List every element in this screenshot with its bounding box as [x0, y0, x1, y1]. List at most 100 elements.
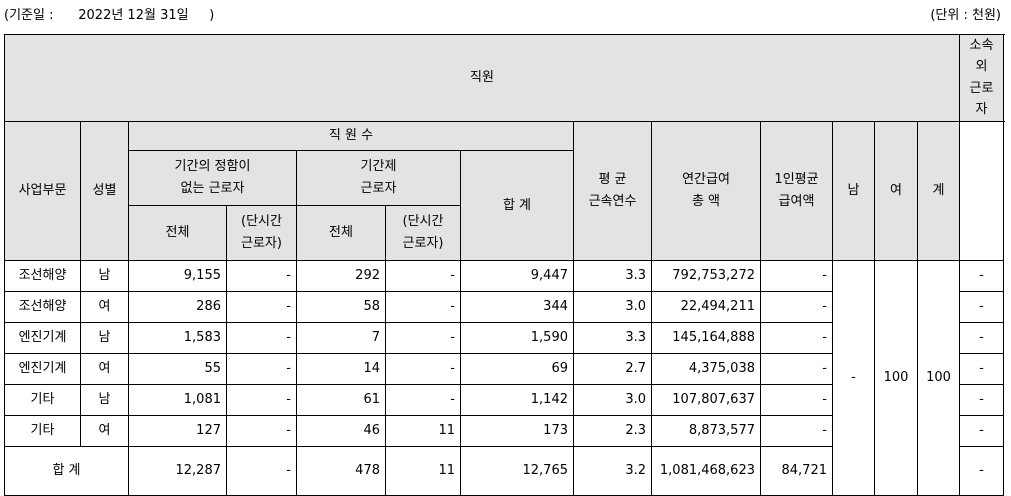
- employee-status-table: 직원 소속 외 근로자 비고 사업부문 성별 직 원 수 평 균 근속연수 연간…: [3, 34, 1005, 496]
- headcount-header: 직 원 수: [128, 120, 574, 151]
- gender-cell: 남: [80, 321, 129, 354]
- division-cell: 엔진기계: [4, 321, 81, 354]
- avg-pay-header: 1인평균 급여액: [760, 120, 833, 261]
- pay-cell: 22,494,211: [651, 290, 761, 323]
- gender-cell: 남: [80, 259, 129, 292]
- remark-cell: -: [959, 352, 1005, 385]
- regular-header: 기간의 정함이 없는 근로자: [128, 149, 297, 206]
- regular-cell: 1,081: [128, 383, 227, 416]
- contract-total-cell: 478: [296, 445, 386, 496]
- contract-cell: 61: [296, 383, 386, 416]
- tenure-cell: 3.3: [573, 321, 652, 354]
- division-cell: 조선해양: [4, 290, 81, 323]
- contract-cell: 292: [296, 259, 386, 292]
- total-cell: 344: [460, 290, 574, 323]
- regular-cell: 9,155: [128, 259, 227, 292]
- total-cell: 173: [460, 414, 574, 447]
- contract-part-header: (단시간 근로자): [385, 204, 461, 261]
- total-cell: 1,142: [460, 383, 574, 416]
- table-row: 조선해양 남 9,155 - 292 - 9,447 3.3 792,753,2…: [4, 259, 1005, 496]
- outsourced-male-header: 남: [832, 120, 875, 261]
- contract-header: 기간제 근로자: [296, 149, 461, 206]
- gender-cell: 남: [80, 383, 129, 416]
- avg-tenure-header: 평 균 근속연수: [573, 120, 652, 261]
- tenure-total-cell: 3.2: [573, 445, 652, 496]
- regular-part-total-cell: -: [226, 445, 297, 496]
- regular-part-cell: -: [226, 383, 297, 416]
- gender-header: 성별: [80, 120, 129, 261]
- outsourced-male-cell: -: [832, 259, 875, 496]
- avg-pay-cell: -: [760, 321, 833, 354]
- division-cell: 엔진기계: [4, 352, 81, 385]
- regular-all-header: 전체: [128, 204, 227, 261]
- contract-part-cell: -: [385, 321, 461, 354]
- remark-cell: -: [959, 290, 1005, 323]
- contract-part-cell: 11: [385, 414, 461, 447]
- remark-total-cell: -: [959, 445, 1005, 496]
- regular-cell: 55: [128, 352, 227, 385]
- total-header: 합 계: [460, 149, 574, 261]
- gender-cell: 여: [80, 290, 129, 323]
- gender-cell: 여: [80, 414, 129, 447]
- total-cell: 9,447: [460, 259, 574, 292]
- pay-cell: 4,375,038: [651, 352, 761, 385]
- division-header: 사업부문: [4, 120, 81, 261]
- contract-part-cell: -: [385, 259, 461, 292]
- regular-part-header: (단시간 근로자): [226, 204, 297, 261]
- grand-total-cell: 12,765: [460, 445, 574, 496]
- regular-part-cell: -: [226, 321, 297, 354]
- gender-cell: 여: [80, 352, 129, 385]
- outsourced-sum-cell: 100: [916, 259, 961, 496]
- total-cell: 1,590: [460, 321, 574, 354]
- division-cell: 기타: [4, 414, 81, 447]
- contract-cell: 58: [296, 290, 386, 323]
- regular-cell: 127: [128, 414, 227, 447]
- avg-pay-cell: -: [760, 414, 833, 447]
- regular-cell: 286: [128, 290, 227, 323]
- pay-cell: 792,753,272: [651, 259, 761, 292]
- remark-cell: -: [959, 259, 1005, 292]
- outsourced-female-header: 여: [874, 120, 918, 261]
- pay-cell: 107,807,637: [651, 383, 761, 416]
- contract-part-total-cell: 11: [385, 445, 461, 496]
- table-row: 엔진기계 여 55 - 14 - 69 2.7 4,375,038 - -: [4, 352, 1005, 385]
- regular-part-cell: -: [226, 290, 297, 323]
- contract-cell: 14: [296, 352, 386, 385]
- total-cell: 69: [460, 352, 574, 385]
- pay-cell: 145,164,888: [651, 321, 761, 354]
- regular-cell: 1,583: [128, 321, 227, 354]
- avg-pay-cell: -: [760, 352, 833, 385]
- avg-pay-cell: -: [760, 290, 833, 323]
- contract-all-header: 전체: [296, 204, 386, 261]
- remark-cell: -: [959, 383, 1005, 416]
- tenure-cell: 3.0: [573, 383, 652, 416]
- remark-cell: -: [959, 321, 1005, 354]
- tenure-cell: 2.3: [573, 414, 652, 447]
- outsourced-sum-header: 계: [916, 120, 961, 261]
- regular-part-cell: -: [226, 352, 297, 385]
- annual-pay-header: 연간급여 총 액: [651, 120, 761, 261]
- tenure-cell: 3.3: [573, 259, 652, 292]
- totals-label: 합 계: [4, 445, 129, 496]
- avg-pay-cell: -: [760, 383, 833, 416]
- division-cell: 조선해양: [4, 259, 81, 292]
- outsourced-header: 소속 외 근로자: [959, 34, 1005, 122]
- pay-total-cell: 1,081,468,623: [651, 445, 761, 496]
- contract-part-cell: -: [385, 383, 461, 416]
- outsourced-female-cell: 100: [874, 259, 918, 496]
- avg-pay-total-cell: 84,721: [760, 445, 833, 496]
- tenure-cell: 3.0: [573, 290, 652, 323]
- contract-cell: 7: [296, 321, 386, 354]
- table-row: 기타 여 127 - 46 11 173 2.3 8,873,577 - -: [4, 414, 1005, 447]
- division-cell: 기타: [4, 383, 81, 416]
- regular-part-cell: -: [226, 414, 297, 447]
- tenure-cell: 2.7: [573, 352, 652, 385]
- employees-header: 직원: [3, 34, 961, 122]
- pay-cell: 8,873,577: [651, 414, 761, 447]
- base-date-label: (기준일 : 2022년 12월 31일 ): [4, 8, 215, 23]
- avg-pay-cell: -: [760, 259, 833, 292]
- contract-part-cell: -: [385, 352, 461, 385]
- regular-part-cell: -: [226, 259, 297, 292]
- contract-cell: 46: [296, 414, 386, 447]
- unit-label: (단위 : 천원): [930, 8, 1001, 23]
